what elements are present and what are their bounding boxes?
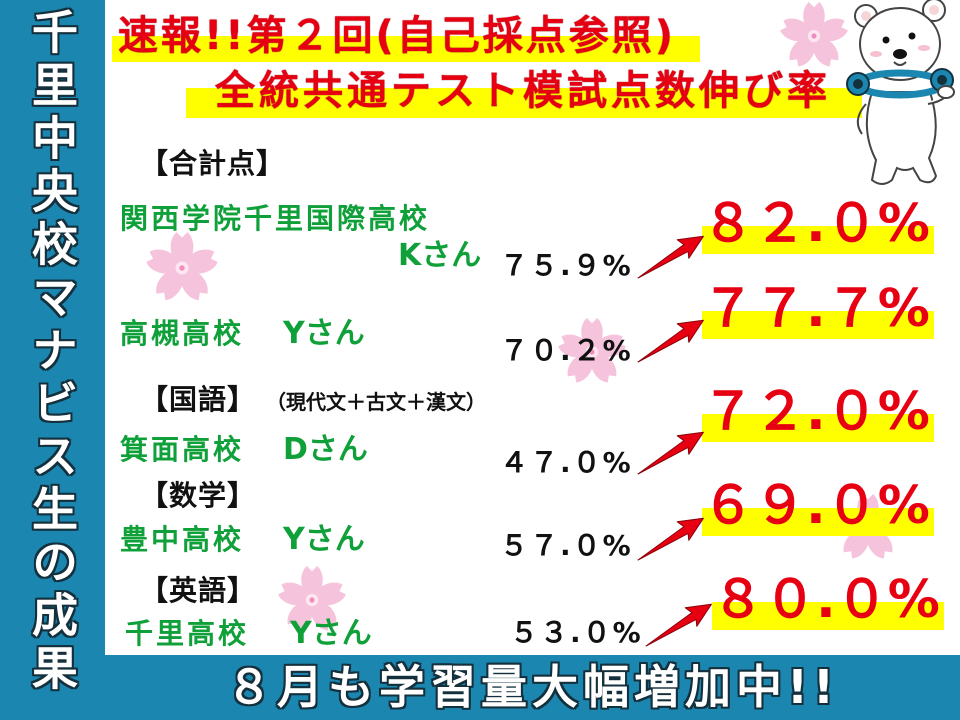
title-highlight: [186, 88, 862, 118]
school-name: 豊中高校: [120, 523, 245, 556]
arrow-up-right-icon: [636, 428, 704, 478]
arrow-up-right-icon: [644, 600, 712, 650]
section-heading-japanese: 【国語】: [140, 383, 257, 416]
score-after: ６９.０%: [702, 478, 934, 536]
section-heading-english: 【英語】: [140, 574, 257, 607]
section-note-japanese: （現代文＋古文＋漢文）: [266, 390, 486, 414]
footer-text: ８月も学習量大幅増加中!!: [226, 660, 839, 714]
score-before: ４７.０%: [500, 446, 633, 479]
score-after: ７７.７%: [702, 281, 934, 339]
sidebar: 千里中央校マナビス生の成果: [0, 0, 105, 720]
page-title-line1: 速報!!第２回(自己採点参照): [118, 13, 677, 59]
footer-bar: ８月も学習量大幅増加中!!: [105, 655, 960, 720]
sakura-icon: [778, 0, 850, 72]
vertical-title: 千里中央校マナビス生の成果: [25, 8, 79, 697]
student-name: Yさん: [283, 316, 365, 351]
score-before: ７０.２%: [500, 334, 633, 367]
school-name: 箕面高校: [120, 433, 245, 466]
school-name: 高槻高校: [120, 317, 245, 350]
score-after: ８０.０%: [712, 572, 944, 630]
student-name: Kさん: [398, 238, 482, 273]
section-heading-math: 【数学】: [140, 479, 257, 512]
student-name: Yさん: [283, 522, 365, 557]
score-after: ８２.０%: [702, 196, 934, 254]
arrow-up-right-icon: [636, 514, 704, 564]
arrow-up-right-icon: [636, 316, 704, 366]
score-before: ７５.９%: [500, 249, 633, 282]
title-highlight: [112, 36, 700, 62]
section-heading-total: 【合計点】: [140, 147, 286, 180]
arrow-up-right-icon: [636, 232, 704, 282]
page-title-line2: 全統共通テスト模試点数伸び率: [215, 68, 831, 114]
sakura-icon: [144, 230, 220, 306]
school-name: 千里高校: [125, 617, 250, 650]
polar-bear-mascot-icon: [846, 0, 955, 185]
student-name: Yさん: [290, 616, 372, 651]
student-name: Dさん: [283, 432, 368, 467]
score-before: ５３.０%: [510, 616, 643, 649]
school-name: 関西学院千里国際高校: [120, 202, 431, 235]
score-after: ７２.０%: [702, 384, 934, 442]
score-before: ５７.０%: [500, 529, 633, 562]
